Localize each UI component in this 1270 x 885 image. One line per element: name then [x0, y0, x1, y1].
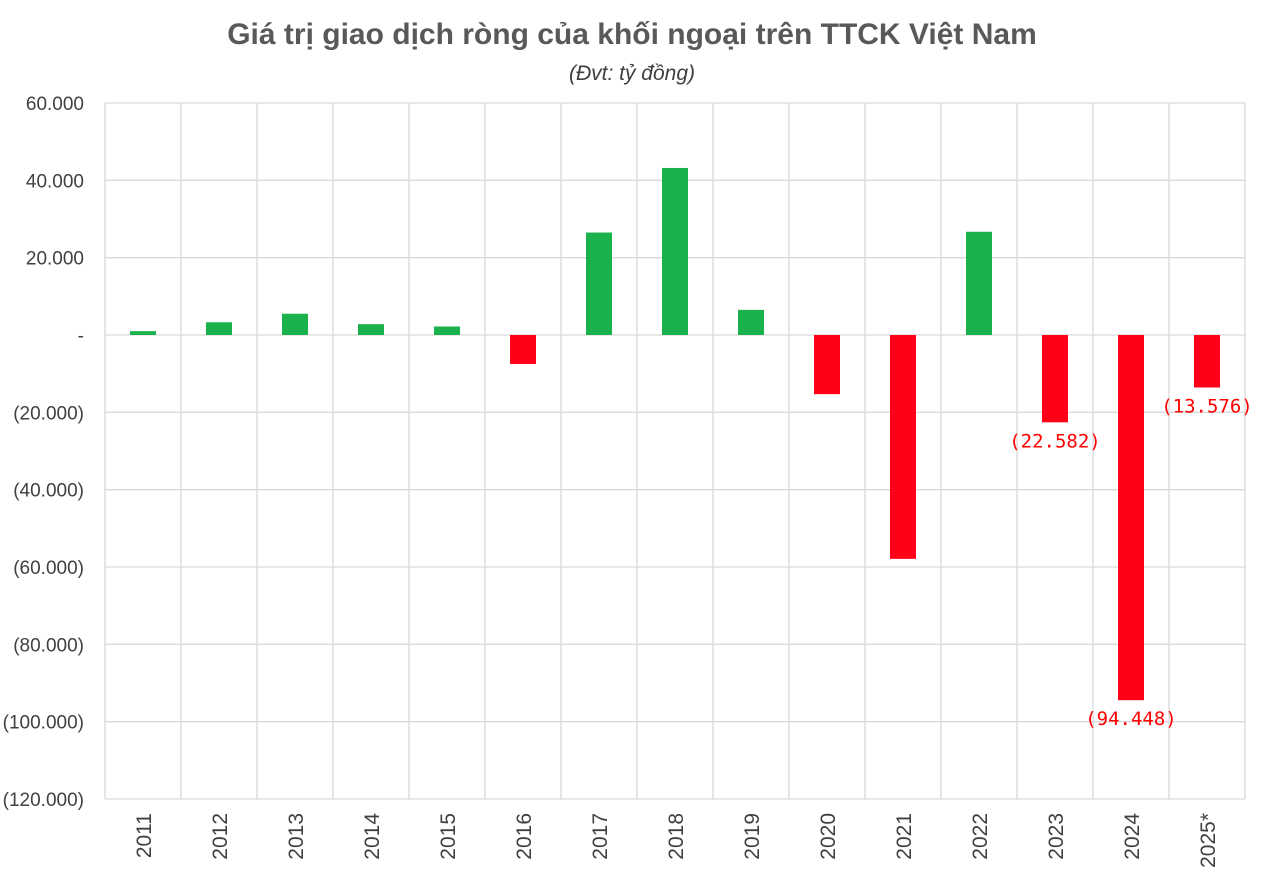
bar-2013	[282, 313, 308, 335]
bar-2020	[814, 335, 840, 395]
data-labels: (22.582) (94.448) (13.576)	[1009, 395, 1253, 730]
x-tick-label: 2013	[285, 813, 308, 860]
y-tick-label: (40.000)	[13, 481, 84, 502]
bar-2012	[206, 322, 232, 335]
y-tick-label: (120.000)	[3, 790, 84, 811]
y-tick-label: (100.000)	[3, 713, 84, 734]
y-tick-label: -	[78, 326, 84, 347]
x-tick-label: 2024	[1121, 813, 1144, 860]
x-tick-label: 2018	[665, 813, 688, 860]
data-label: (94.448)	[1085, 708, 1177, 730]
y-tick-label: (60.000)	[13, 558, 84, 579]
bar-2025*	[1194, 335, 1220, 388]
x-axis-ticks: 2011 2012 2013 2014 2015 2016 2017 2018 2019 2020…	[133, 813, 1220, 868]
bar-2022	[966, 231, 992, 335]
grid-lines	[104, 102, 1246, 800]
x-tick-label: 2025*	[1197, 813, 1220, 868]
y-tick-label: 60.000	[26, 94, 84, 115]
x-tick-label: 2016	[513, 813, 536, 860]
y-tick-label: 40.000	[26, 171, 84, 192]
x-tick-label: 2011	[133, 813, 156, 858]
x-tick-label: 2014	[361, 813, 384, 860]
bar-2017	[586, 232, 612, 335]
y-tick-label: (80.000)	[13, 635, 84, 656]
bar-2019	[738, 309, 764, 335]
y-tick-label: 20.000	[26, 249, 84, 270]
x-tick-label: 2021	[893, 813, 916, 860]
bar-2021	[890, 335, 916, 559]
x-tick-label: 2012	[209, 813, 232, 860]
bar-2018	[662, 167, 688, 335]
chart-title: Giá trị giao dịch ròng của khối ngoại tr…	[227, 18, 1037, 51]
data-label: (22.582)	[1009, 430, 1101, 452]
x-tick-label: 2017	[589, 813, 612, 860]
y-tick-label: (20.000)	[13, 403, 84, 424]
bar-2016	[510, 335, 536, 364]
chart-subtitle: (Đvt: tỷ đồng)	[569, 62, 695, 85]
bars	[130, 167, 1220, 701]
x-tick-label: 2023	[1045, 813, 1068, 860]
bar-2014	[358, 324, 384, 335]
x-tick-label: 2022	[969, 813, 992, 860]
data-label: (13.576)	[1161, 395, 1253, 417]
x-tick-label: 2015	[437, 813, 460, 860]
bar-2024	[1118, 335, 1144, 701]
bar-2011	[130, 331, 156, 335]
y-axis-ticks: 60.000 40.000 20.000 - (20.000) (40.000) (60.0…	[3, 94, 84, 811]
x-tick-label: 2019	[741, 813, 764, 860]
bar-2015	[434, 326, 460, 335]
bar-2023	[1042, 335, 1068, 423]
x-tick-label: 2020	[817, 813, 840, 860]
